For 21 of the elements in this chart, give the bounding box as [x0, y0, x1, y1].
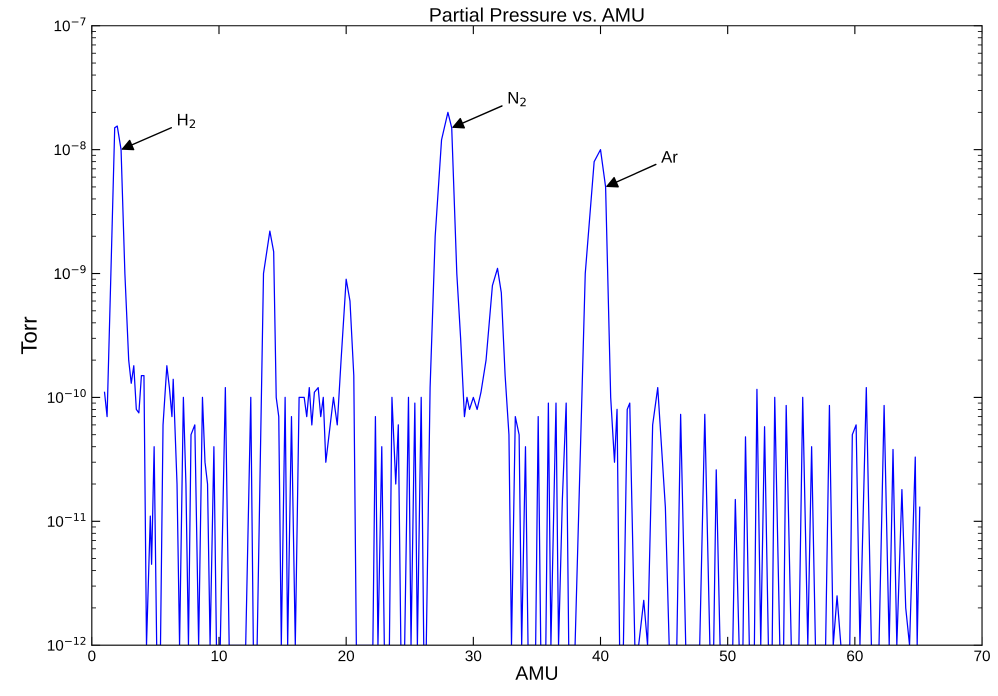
- x-tick-label: 0: [88, 650, 96, 662]
- y-tick-label: 10$^{−10}$: [48, 389, 86, 403]
- y-tick-label: 10$^{−11}$: [48, 513, 86, 527]
- x-tick-label: 30: [465, 650, 482, 662]
- line-series: [104, 112, 920, 646]
- x-tick-label: 50: [720, 650, 736, 662]
- annotation: H$_{2}$: [178, 114, 196, 128]
- x-tick-label: 20: [338, 650, 354, 662]
- x-tick-label: 70: [974, 650, 990, 662]
- y-tick-label: 10$^{−12}$: [48, 636, 86, 651]
- x-tick-label: 10: [212, 650, 227, 662]
- x-axis-title: AMU: [515, 666, 558, 680]
- chart-title: Partial Pressure vs. AMU: [430, 7, 644, 22]
- annotation: Ar: [661, 151, 678, 163]
- annotation: N$_{2}$: [508, 92, 526, 106]
- y-tick-label: 10$^{−8}$: [54, 141, 86, 156]
- y-axis-title: Torr: [21, 316, 37, 354]
- y-tick-label: 10$^{−7}$: [54, 18, 86, 32]
- x-tick-label: 40: [592, 650, 608, 662]
- y-tick-label: 10$^{−9}$: [54, 265, 86, 280]
- x-tick-label: 60: [847, 650, 863, 662]
